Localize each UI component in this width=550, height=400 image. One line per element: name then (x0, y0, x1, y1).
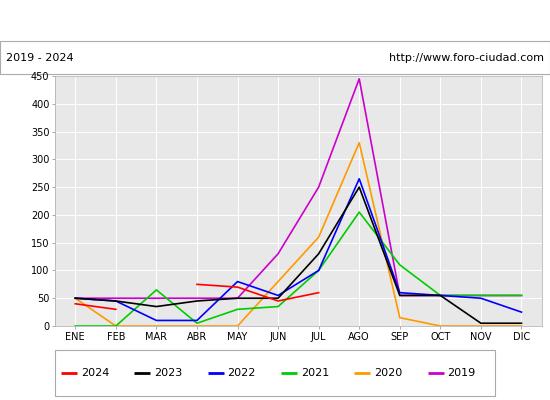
Text: http://www.foro-ciudad.com: http://www.foro-ciudad.com (389, 53, 544, 63)
Text: 2021: 2021 (301, 368, 329, 378)
Text: 2019 - 2024: 2019 - 2024 (6, 53, 73, 63)
Text: 2024: 2024 (81, 368, 109, 378)
Text: 2019: 2019 (447, 368, 476, 378)
Text: 2023: 2023 (154, 368, 182, 378)
Text: 2022: 2022 (227, 368, 256, 378)
Text: Evolucion Nº Turistas Nacionales en el municipio de Castrillo de Cabrera: Evolucion Nº Turistas Nacionales en el m… (4, 14, 546, 28)
Text: 2020: 2020 (374, 368, 402, 378)
